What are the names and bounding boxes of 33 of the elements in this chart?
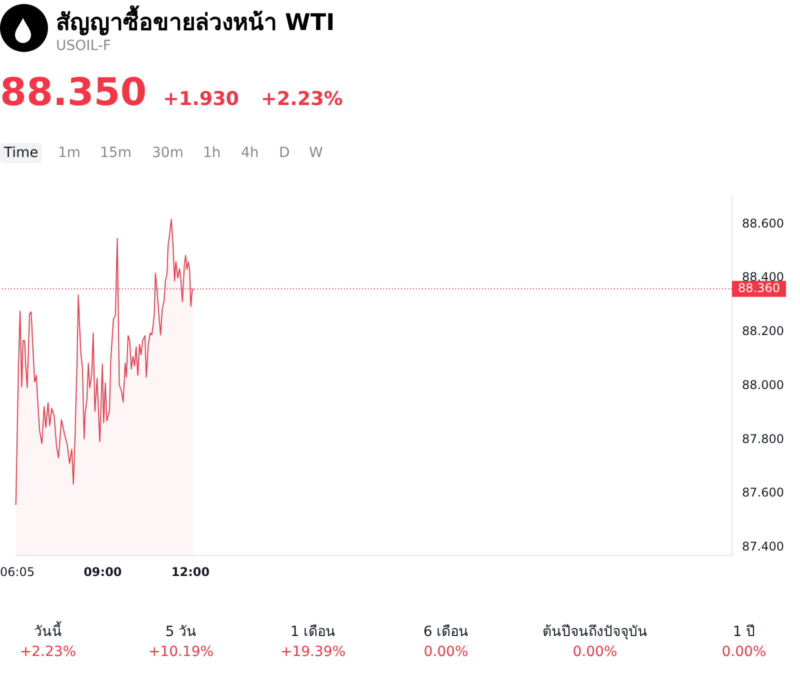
text: +1.930 [163,88,240,110]
text: 15m [99,144,132,163]
y-tick-label: 87.600 [742,486,784,500]
chart-subtitle: USOIL-F [56,38,111,54]
text: 4h [240,144,260,163]
text: 1 ปี [732,623,756,642]
text: 1 เดือน [290,623,336,642]
text: 1m [57,144,82,163]
text: +2.23% [261,88,343,110]
y-tick-label: 87.800 [742,432,784,446]
y-tick-label: 88.600 [742,216,784,230]
text: ต้นปีจนถึงปัจจุบัน [542,623,648,642]
text: 6 เดือน [423,623,469,642]
text: วันนี้ [34,620,62,642]
x-tick-label: 12:00 [171,564,210,579]
text: 0.00% [424,644,468,660]
x-tick-label: 06:05 [0,564,35,579]
y-tick-label: 88.000 [742,378,784,392]
text: 1h [202,144,222,163]
text: 30m [151,144,184,163]
y-tick-label: 87.400 [742,540,784,554]
text: +10.19% [148,644,214,660]
text: +2.23% [20,644,76,660]
text: +19.39% [280,644,346,660]
text: D [278,144,291,163]
y-tick-label: 88.200 [742,324,784,338]
text: 5 วัน [165,623,197,642]
text: 88.350 [0,70,147,114]
text: Time [0,143,42,163]
text: W [308,144,324,163]
x-tick-label: 09:00 [84,564,122,579]
text: 0.00% [572,644,618,660]
text: 0.00% [722,644,766,660]
